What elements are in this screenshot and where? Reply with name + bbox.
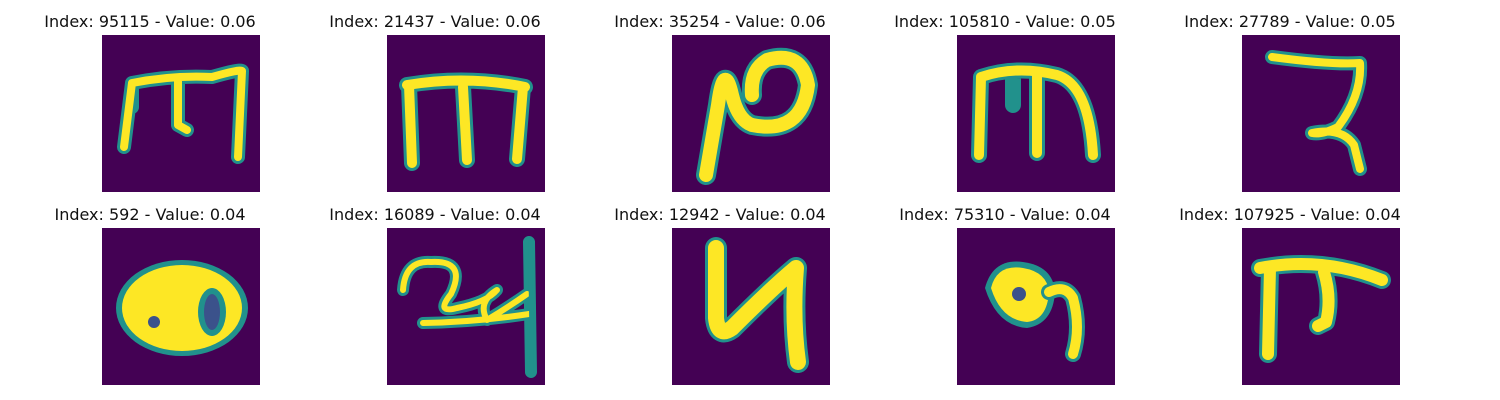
digit-image: [957, 228, 1115, 385]
panel-2: Index: 21437 - Value: 0.06: [285, 0, 585, 192]
digit-image: [1242, 35, 1400, 192]
glyph-80-icon: [116, 260, 248, 356]
digit-image: [102, 228, 260, 385]
digit-image: [672, 35, 830, 192]
digit-image: [102, 35, 260, 192]
glyph-z-icon: [1265, 50, 1368, 176]
glyph-y-icon: [705, 237, 809, 373]
panel-title: Index: 107925 - Value: 0.04: [1179, 205, 1401, 224]
glyph-24-icon: [397, 236, 537, 378]
panel-8: Index: 12942 - Value: 0.04: [570, 193, 870, 385]
panel-3: Index: 35254 - Value: 0.06: [570, 0, 870, 192]
panel-title: Index: 592 - Value: 0.04: [54, 205, 246, 224]
panel-7: Index: 16089 - Value: 0.04: [285, 193, 585, 385]
glyph-loop-icon: [985, 261, 1085, 362]
panel-title: Index: 21437 - Value: 0.06: [329, 12, 541, 31]
digit-image: [1242, 228, 1400, 385]
digit-image: [387, 228, 545, 385]
digit-image: [387, 35, 545, 192]
panel-4: Index: 105810 - Value: 0.05: [855, 0, 1155, 192]
glyph-m-icon: [971, 62, 1101, 163]
panel-title: Index: 75310 - Value: 0.04: [899, 205, 1111, 224]
panel-title: Index: 12942 - Value: 0.04: [614, 205, 826, 224]
glyph-n-loop-icon: [696, 47, 818, 185]
panel-title: Index: 35254 - Value: 0.06: [614, 12, 826, 31]
panel-title: Index: 95115 - Value: 0.06: [44, 12, 256, 31]
panel-1: Index: 95115 - Value: 0.06: [0, 0, 300, 192]
glyph-pi-icon: [1251, 255, 1391, 363]
panel-6: Index: 592 - Value: 0.04: [0, 193, 300, 385]
glyph-m-icon: [399, 72, 533, 171]
panel-title: Index: 16089 - Value: 0.04: [329, 205, 541, 224]
panel-10: Index: 107925 - Value: 0.04: [1140, 193, 1440, 385]
panel-5: Index: 27789 - Value: 0.05: [1140, 0, 1440, 192]
panel-title: Index: 27789 - Value: 0.05: [1184, 12, 1396, 31]
panel-9: Index: 75310 - Value: 0.04: [855, 193, 1155, 385]
digit-image: [957, 35, 1115, 192]
glyph-m-hook-icon: [117, 63, 249, 164]
panel-title: Index: 105810 - Value: 0.05: [894, 12, 1116, 31]
digit-image: [672, 228, 830, 385]
